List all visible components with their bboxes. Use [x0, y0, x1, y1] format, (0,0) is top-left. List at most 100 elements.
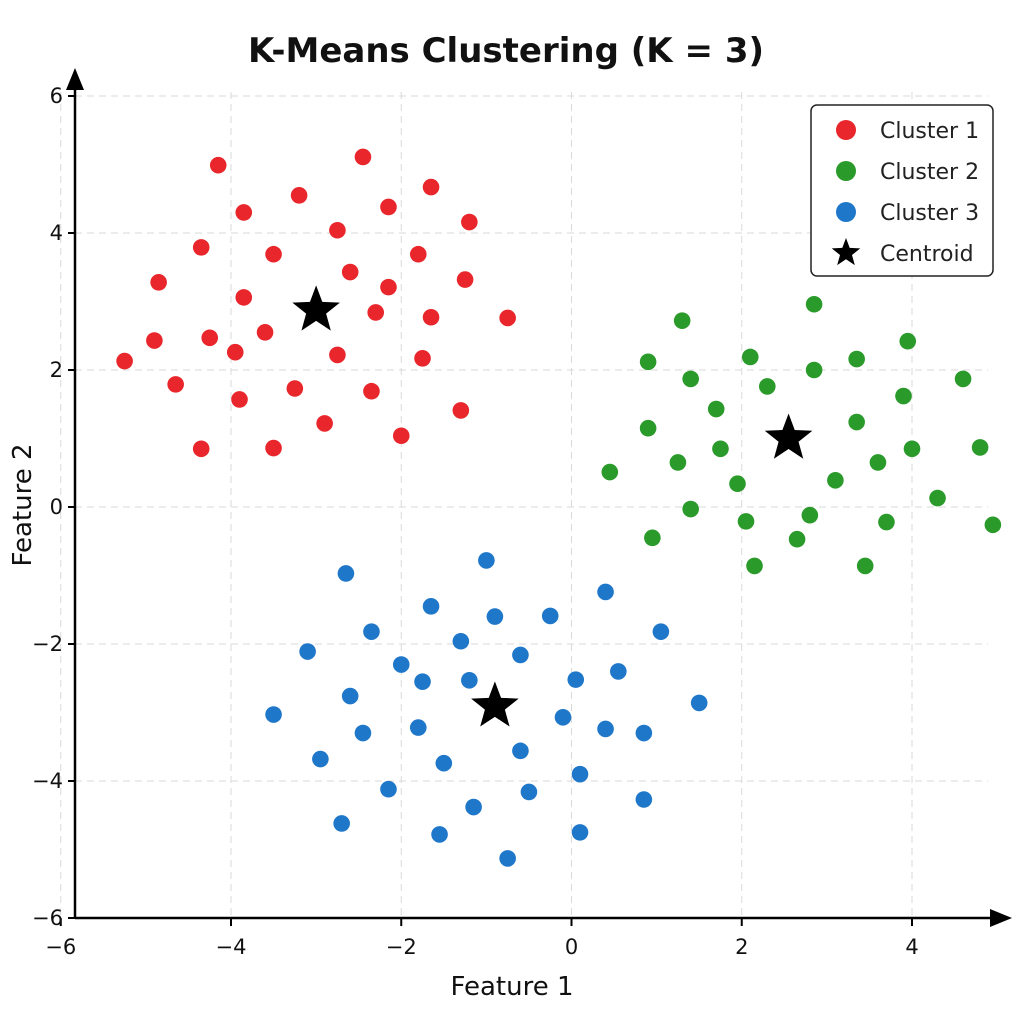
point-cluster-3	[571, 765, 589, 783]
x-axis-label: Feature 1	[450, 972, 573, 1002]
point-cluster-2	[929, 489, 946, 507]
point-cluster-2	[805, 295, 823, 313]
point-cluster-2	[848, 413, 865, 431]
point-cluster-1	[290, 187, 308, 204]
point-cluster-1	[192, 239, 210, 256]
point-cluster-3	[409, 719, 427, 736]
centroid-star	[292, 285, 340, 331]
y-tick-label: −2	[32, 632, 63, 656]
chart-title: K-Means Clustering (K = 3)	[248, 31, 764, 71]
point-cluster-3	[567, 671, 585, 688]
y-axis-label: Feature 2	[8, 443, 38, 566]
point-cluster-2	[707, 400, 725, 418]
point-cluster-1	[329, 221, 346, 239]
point-cluster-2	[741, 348, 759, 366]
point-cluster-3	[354, 724, 372, 742]
centroid-star	[471, 681, 519, 727]
point-cluster-2	[869, 454, 887, 471]
point-cluster-1	[226, 343, 244, 361]
point-cluster-2	[954, 370, 972, 388]
legend-label-centroid: Centroid	[880, 242, 974, 267]
point-cluster-2	[827, 471, 844, 489]
point-cluster-1	[192, 440, 210, 458]
axes	[66, 68, 1012, 927]
point-cluster-1	[380, 278, 397, 296]
point-cluster-1	[286, 380, 304, 397]
point-cluster-2	[848, 350, 865, 368]
legend-box	[810, 104, 994, 277]
point-cluster-1	[209, 156, 227, 174]
y-axis-arrow	[66, 68, 84, 90]
point-cluster-2	[746, 557, 763, 575]
point-cluster-1	[354, 148, 372, 166]
point-cluster-2	[788, 530, 806, 548]
point-cluster-2	[801, 506, 819, 524]
legend-marker-cluster-3	[836, 202, 856, 222]
point-cluster-3	[571, 824, 589, 841]
point-cluster-3	[486, 608, 504, 625]
point-cluster-3	[333, 815, 350, 832]
point-cluster-1	[146, 332, 163, 349]
point-cluster-2	[895, 387, 912, 405]
y-tick-label: 2	[50, 358, 63, 382]
legend: Cluster 1 Cluster 2 Cluster 3 Centroid	[810, 104, 994, 277]
series-centroid	[292, 285, 813, 727]
point-cluster-3	[452, 632, 470, 650]
point-cluster-1	[235, 204, 253, 221]
point-cluster-1	[461, 213, 478, 231]
point-cluster-1	[392, 427, 410, 445]
point-cluster-3	[465, 798, 482, 816]
point-cluster-1	[201, 329, 219, 347]
point-cluster-3	[610, 663, 627, 680]
point-cluster-2	[639, 419, 657, 437]
point-cluster-1	[422, 308, 440, 326]
point-cluster-3	[499, 850, 516, 867]
point-cluster-3	[431, 826, 448, 843]
point-cluster-2	[856, 557, 874, 575]
legend-marker-cluster-2	[836, 161, 856, 181]
point-cluster-2	[639, 353, 657, 371]
legend-marker-centroid	[831, 238, 861, 266]
point-cluster-1	[499, 309, 516, 327]
point-cluster-3	[541, 607, 559, 625]
point-cluster-3	[435, 754, 453, 772]
y-tick-label: 4	[50, 221, 63, 245]
point-cluster-2	[737, 513, 755, 530]
point-cluster-3	[414, 673, 431, 690]
point-cluster-2	[903, 440, 921, 458]
legend-label-cluster-1: Cluster 1	[880, 119, 979, 144]
y-tick-label: −6	[32, 906, 63, 930]
y-tick-label: −4	[32, 769, 63, 793]
point-cluster-3	[512, 646, 529, 664]
point-cluster-2	[669, 454, 687, 471]
point-cluster-2	[805, 361, 823, 379]
point-cluster-2	[878, 513, 895, 531]
x-tick-label: −4	[216, 935, 247, 959]
point-cluster-3	[341, 687, 359, 705]
point-cluster-3	[392, 656, 410, 673]
x-axis-arrow	[990, 909, 1012, 927]
point-cluster-3	[478, 552, 495, 569]
point-cluster-1	[363, 382, 380, 400]
series-cluster-2	[601, 295, 1002, 575]
series-cluster-3	[265, 552, 708, 867]
point-cluster-1	[116, 352, 133, 370]
point-cluster-1	[167, 376, 184, 393]
point-cluster-2	[644, 529, 661, 547]
point-cluster-3	[635, 724, 653, 742]
point-cluster-1	[452, 402, 470, 419]
point-cluster-1	[329, 346, 346, 364]
point-cluster-2	[673, 312, 691, 329]
point-cluster-1	[414, 350, 431, 367]
point-cluster-3	[312, 750, 329, 768]
point-cluster-2	[682, 500, 699, 518]
point-cluster-1	[367, 304, 385, 321]
point-cluster-2	[712, 440, 729, 458]
point-cluster-1	[456, 271, 474, 288]
point-cluster-2	[682, 370, 699, 388]
point-cluster-3	[337, 565, 355, 582]
point-cluster-3	[461, 672, 478, 689]
x-tick-label: −6	[45, 935, 76, 959]
